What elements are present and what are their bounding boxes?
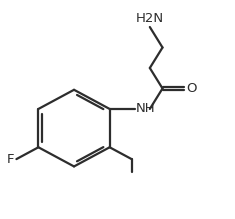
Text: H2N: H2N [136,12,164,25]
Text: F: F [7,153,15,166]
Text: O: O [186,82,197,95]
Text: NH: NH [136,102,156,115]
